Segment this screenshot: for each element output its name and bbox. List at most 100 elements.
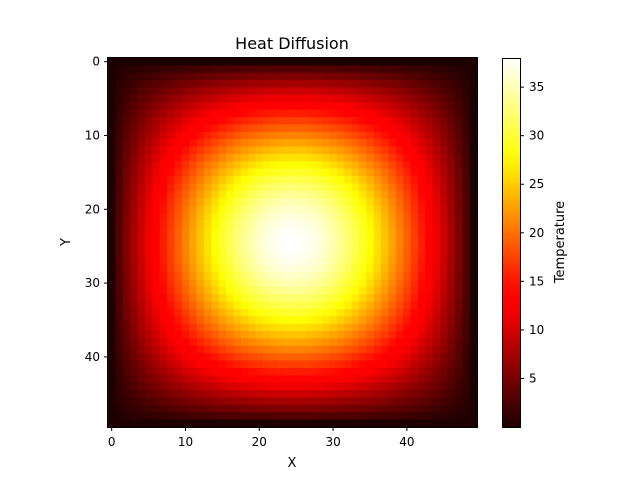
heatmap-cell bbox=[336, 124, 345, 133]
heatmap-cell bbox=[211, 279, 220, 288]
heatmap-cell bbox=[462, 257, 471, 266]
heatmap-cell bbox=[211, 286, 220, 295]
heatmap-cell bbox=[181, 419, 190, 428]
heatmap-cell bbox=[329, 353, 338, 362]
heatmap-cell bbox=[440, 360, 449, 369]
heatmap-cell bbox=[115, 161, 124, 170]
heatmap-cell bbox=[366, 176, 375, 185]
heatmap-cell bbox=[285, 80, 294, 89]
heatmap-cell bbox=[262, 272, 271, 280]
heatmap-cell bbox=[218, 353, 227, 362]
heatmap-cell bbox=[181, 220, 190, 229]
heatmap-cell bbox=[432, 338, 441, 347]
heatmap-cell bbox=[432, 102, 441, 111]
heatmap-cell bbox=[137, 390, 146, 399]
heatmap-cell bbox=[189, 279, 198, 288]
heatmap-cell bbox=[152, 94, 161, 103]
heatmap-cell bbox=[203, 338, 212, 347]
heatmap-cell bbox=[233, 367, 242, 376]
heatmap-cell bbox=[292, 161, 301, 170]
heatmap-cell bbox=[469, 264, 478, 273]
heatmap-cell bbox=[270, 183, 279, 192]
heatmap-cell bbox=[366, 382, 375, 391]
heatmap-cell bbox=[358, 212, 367, 221]
heatmap-cell bbox=[159, 212, 168, 221]
heatmap-cell bbox=[167, 345, 176, 354]
heatmap-cell bbox=[240, 353, 249, 362]
heatmap-cell bbox=[366, 242, 375, 251]
heatmap-cell bbox=[344, 412, 353, 421]
heatmap-cell bbox=[351, 139, 360, 148]
heatmap-cell bbox=[196, 87, 205, 96]
heatmap-cell bbox=[344, 272, 353, 280]
heatmap-cell bbox=[174, 397, 183, 406]
heatmap-cell bbox=[417, 117, 426, 126]
heatmap-cell bbox=[425, 301, 434, 310]
heatmap-cell bbox=[108, 301, 116, 310]
heatmap-cell bbox=[322, 58, 330, 66]
heatmap-cell bbox=[469, 102, 478, 111]
heatmap-cell bbox=[454, 168, 463, 177]
heatmap-cell bbox=[292, 375, 301, 384]
heatmap-cell bbox=[314, 412, 323, 421]
heatmap-cell bbox=[108, 242, 116, 251]
heatmap-cell bbox=[351, 286, 360, 295]
heatmap-cell bbox=[299, 205, 308, 214]
heatmap-cell bbox=[329, 257, 338, 266]
heatmap-cell bbox=[262, 146, 271, 155]
heatmap-cell bbox=[366, 80, 375, 89]
heatmap-cell bbox=[248, 94, 257, 103]
heatmap-cell bbox=[425, 382, 434, 391]
heatmap-cell bbox=[196, 102, 205, 111]
heatmap-cell bbox=[233, 94, 242, 103]
heatmap-cell bbox=[181, 286, 190, 295]
heatmap-cell bbox=[358, 227, 367, 236]
heatmap-cell bbox=[322, 264, 330, 273]
heatmap-cell bbox=[351, 345, 360, 354]
heatmap-cell bbox=[292, 360, 301, 369]
heatmap-cell bbox=[211, 331, 220, 340]
heatmap-cell bbox=[277, 382, 286, 391]
heatmap-cell bbox=[462, 404, 471, 413]
heatmap-cell bbox=[203, 161, 212, 170]
heatmap-cell bbox=[270, 345, 279, 354]
heatmap-cell bbox=[469, 131, 478, 140]
heatmap-cell bbox=[314, 124, 323, 133]
heatmap-cell bbox=[285, 323, 294, 332]
heatmap-cell bbox=[248, 279, 257, 288]
heatmap-cell bbox=[218, 242, 227, 251]
heatmap-cell bbox=[403, 227, 412, 236]
heatmap-cell bbox=[159, 227, 168, 236]
heatmap-cell bbox=[432, 279, 441, 288]
heatmap-cell bbox=[159, 205, 168, 214]
heatmap-cell bbox=[454, 353, 463, 362]
heatmap-cell bbox=[130, 72, 139, 81]
heatmap-cell bbox=[344, 198, 353, 207]
heatmap-cell bbox=[388, 183, 397, 192]
heatmap-cell bbox=[388, 345, 397, 354]
heatmap-cell bbox=[144, 338, 153, 347]
heatmap-cell bbox=[115, 205, 124, 214]
heatmap-cell bbox=[292, 131, 301, 140]
heatmap-cell bbox=[447, 153, 456, 162]
heatmap-cell bbox=[358, 345, 367, 354]
heatmap-cell bbox=[262, 139, 271, 148]
heatmap-cell bbox=[351, 117, 360, 126]
heatmap-cell bbox=[373, 390, 382, 399]
heatmap-cell bbox=[189, 227, 198, 236]
heatmap-cell bbox=[211, 397, 220, 406]
heatmap-cell bbox=[307, 316, 316, 325]
heatmap-cell bbox=[425, 257, 434, 266]
heatmap-cell bbox=[137, 316, 146, 325]
heatmap-cell bbox=[122, 235, 131, 244]
heatmap-cell bbox=[336, 419, 345, 428]
heatmap-cell bbox=[307, 227, 316, 236]
heatmap-cell bbox=[196, 72, 205, 81]
heatmap-cell bbox=[270, 109, 279, 118]
heatmap-cell bbox=[137, 139, 146, 148]
heatmap-cell bbox=[454, 272, 463, 280]
heatmap-cell bbox=[440, 382, 449, 391]
heatmap-cell bbox=[381, 279, 390, 288]
heatmap-cell bbox=[395, 183, 404, 192]
